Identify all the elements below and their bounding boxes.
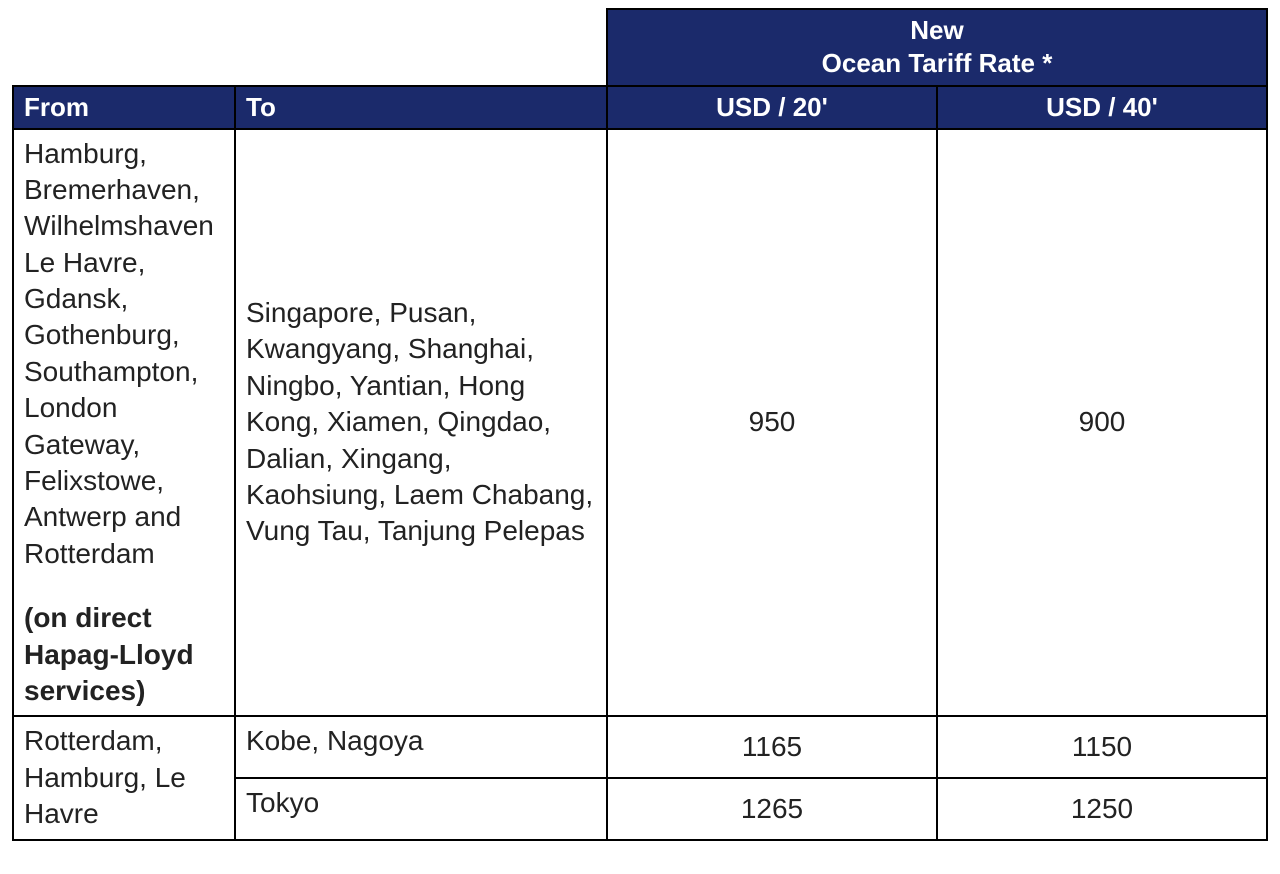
cell-usd40-3: 1250	[937, 778, 1267, 840]
to-text-1: Singapore, Pusan, Kwangyang, Shanghai, N…	[246, 295, 596, 550]
cell-usd40-1: 900	[937, 129, 1267, 717]
cell-usd40-2: 1150	[937, 716, 1267, 778]
cell-usd20-2: 1165	[607, 716, 937, 778]
cell-from-2: Rotterdam, Hamburg, Le Havre	[13, 716, 235, 839]
header-usd20: USD / 20'	[607, 86, 937, 129]
header-to: To	[235, 86, 607, 129]
header-blank-1	[13, 9, 235, 86]
header-usd40: USD / 40'	[937, 86, 1267, 129]
header-row-group: New Ocean Tariff Rate *	[13, 9, 1267, 86]
from-main-2: Rotterdam, Hamburg, Le Havre	[24, 723, 224, 832]
cell-to-1: Singapore, Pusan, Kwangyang, Shanghai, N…	[235, 129, 607, 717]
from-note-1: (on direct Hapag-Lloyd services)	[24, 600, 224, 709]
table-row: Hamburg, Bremerhaven, Wilhelmshaven Le H…	[13, 129, 1267, 717]
cell-to-2: Kobe, Nagoya	[235, 716, 607, 778]
header-blank-2	[235, 9, 607, 86]
header-row-cols: From To USD / 20' USD / 40'	[13, 86, 1267, 129]
cell-to-3: Tokyo	[235, 778, 607, 840]
from-main-1: Hamburg, Bremerhaven, Wilhelmshaven Le H…	[24, 136, 224, 573]
cell-from-1: Hamburg, Bremerhaven, Wilhelmshaven Le H…	[13, 129, 235, 717]
cell-usd20-1: 950	[607, 129, 937, 717]
header-tariff-line1: New	[616, 14, 1258, 47]
header-tariff-group: New Ocean Tariff Rate *	[607, 9, 1267, 86]
table-row: Rotterdam, Hamburg, Le Havre Kobe, Nagoy…	[13, 716, 1267, 778]
tariff-table: New Ocean Tariff Rate * From To USD / 20…	[12, 8, 1268, 841]
header-from: From	[13, 86, 235, 129]
page-root: New Ocean Tariff Rate * From To USD / 20…	[0, 8, 1280, 874]
header-tariff-line2: Ocean Tariff Rate *	[616, 47, 1258, 80]
cell-usd20-3: 1265	[607, 778, 937, 840]
